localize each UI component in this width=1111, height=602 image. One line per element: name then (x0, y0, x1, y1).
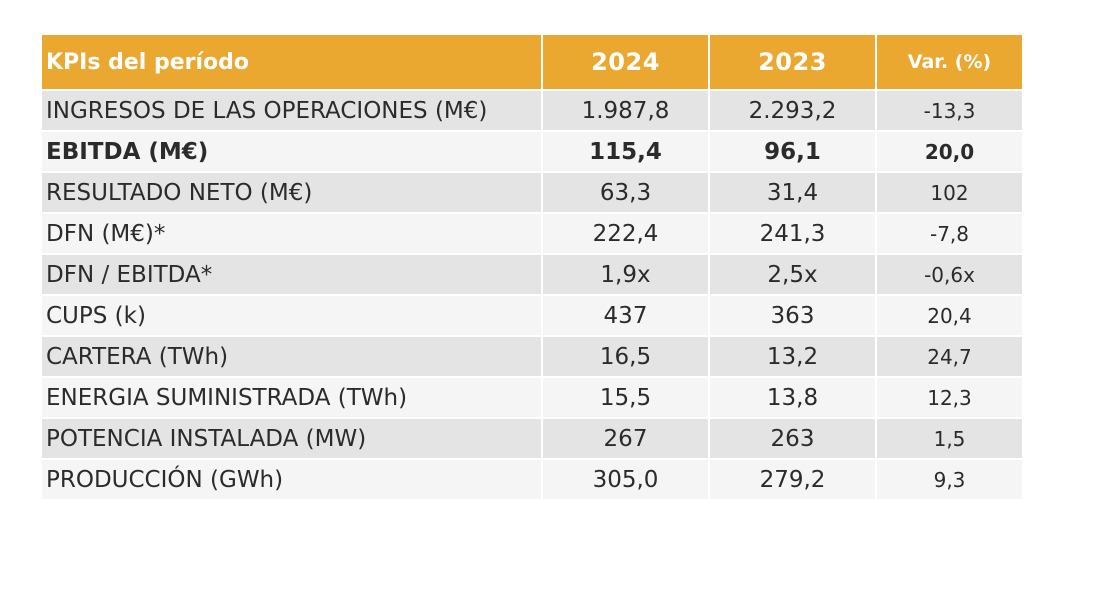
table-row: DFN / EBITDA* 1,9x 2,5x -0,6x (42, 254, 1022, 296)
header-year-2023: 2023 (709, 35, 877, 91)
value-2023: 2,5x (709, 254, 877, 296)
value-2024: 222,4 (542, 213, 710, 255)
table-row: EBITDA (M€) 115,4 96,1 20,0 (42, 131, 1022, 173)
value-variation: 20,0 (876, 131, 1022, 173)
table-row: PRODUCCIÓN (GWh) 305,0 279,2 9,3 (42, 459, 1022, 501)
kpi-table: KPIs del período 2024 2023 Var. (%) INGR… (42, 35, 1022, 501)
value-variation: 12,3 (876, 377, 1022, 419)
value-variation: 102 (876, 172, 1022, 214)
value-variation: -13,3 (876, 90, 1022, 132)
row-label: PRODUCCIÓN (GWh) (42, 459, 543, 501)
value-2024: 1,9x (542, 254, 710, 296)
header-kpis: KPIs del período (42, 35, 543, 91)
header-variation: Var. (%) (876, 35, 1022, 91)
value-2024: 16,5 (542, 336, 710, 378)
table-row: ENERGIA SUMINISTRADA (TWh) 15,5 13,8 12,… (42, 377, 1022, 419)
value-variation: -7,8 (876, 213, 1022, 255)
value-2023: 279,2 (709, 459, 877, 501)
value-2023: 13,2 (709, 336, 877, 378)
table-row: DFN (M€)* 222,4 241,3 -7,8 (42, 213, 1022, 255)
table-header-row: KPIs del período 2024 2023 Var. (%) (42, 35, 1022, 91)
value-variation: 20,4 (876, 295, 1022, 337)
row-label: EBITDA (M€) (42, 131, 543, 173)
table-row: CARTERA (TWh) 16,5 13,2 24,7 (42, 336, 1022, 378)
value-2023: 2.293,2 (709, 90, 877, 132)
row-label: INGRESOS DE LAS OPERACIONES (M€) (42, 90, 543, 132)
row-label: RESULTADO NETO (M€) (42, 172, 543, 214)
value-variation: 1,5 (876, 418, 1022, 460)
value-2023: 263 (709, 418, 877, 460)
value-2023: 31,4 (709, 172, 877, 214)
header-year-2024: 2024 (542, 35, 710, 91)
value-2024: 437 (542, 295, 710, 337)
row-label: DFN (M€)* (42, 213, 543, 255)
table-row: POTENCIA INSTALADA (MW) 267 263 1,5 (42, 418, 1022, 460)
value-2024: 15,5 (542, 377, 710, 419)
value-2023: 13,8 (709, 377, 877, 419)
value-2023: 241,3 (709, 213, 877, 255)
row-label: DFN / EBITDA* (42, 254, 543, 296)
value-2024: 63,3 (542, 172, 710, 214)
table-row: CUPS (k) 437 363 20,4 (42, 295, 1022, 337)
value-variation: 24,7 (876, 336, 1022, 378)
value-2024: 267 (542, 418, 710, 460)
row-label: POTENCIA INSTALADA (MW) (42, 418, 543, 460)
row-label: CARTERA (TWh) (42, 336, 543, 378)
value-2023: 96,1 (709, 131, 877, 173)
value-2024: 305,0 (542, 459, 710, 501)
value-2024: 1.987,8 (542, 90, 710, 132)
table-row: RESULTADO NETO (M€) 63,3 31,4 102 (42, 172, 1022, 214)
row-label: CUPS (k) (42, 295, 543, 337)
value-variation: -0,6x (876, 254, 1022, 296)
row-label: ENERGIA SUMINISTRADA (TWh) (42, 377, 543, 419)
value-2024: 115,4 (542, 131, 710, 173)
table-row: INGRESOS DE LAS OPERACIONES (M€) 1.987,8… (42, 90, 1022, 132)
value-variation: 9,3 (876, 459, 1022, 501)
value-2023: 363 (709, 295, 877, 337)
